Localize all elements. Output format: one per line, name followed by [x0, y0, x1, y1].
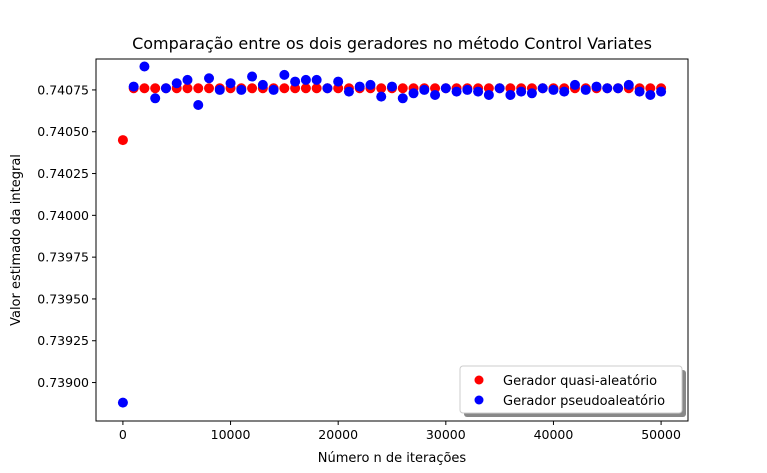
- data-point: [397, 83, 408, 94]
- data-point: [311, 74, 322, 85]
- x-axis: 0 10000 20000 30000 40000 50000: [119, 421, 681, 442]
- y-axis-label: Valor estimado da integral: [9, 154, 24, 326]
- x-tick-label: 20000: [318, 427, 358, 442]
- data-point: [333, 76, 344, 87]
- data-point: [613, 83, 624, 94]
- data-point: [569, 79, 580, 90]
- data-point: [634, 86, 645, 97]
- data-point: [580, 84, 591, 95]
- data-point: [440, 83, 451, 94]
- data-point: [117, 397, 128, 408]
- x-tick-label: 0: [119, 427, 127, 442]
- data-point: [268, 84, 279, 95]
- data-point: [311, 83, 322, 94]
- data-point: [236, 84, 247, 95]
- y-tick-label: 0.74050: [37, 124, 89, 139]
- legend-label-quasi: Gerador quasi-aleatório: [503, 374, 657, 389]
- legend-marker-pseudo: [474, 395, 484, 405]
- x-tick-label: 40000: [534, 427, 574, 442]
- data-point: [290, 76, 301, 87]
- legend-box: [459, 365, 683, 414]
- data-point: [257, 79, 268, 90]
- axes-frame: [95, 58, 689, 422]
- data-point: [150, 83, 161, 94]
- data-point: [279, 83, 290, 94]
- legend-marker-quasi: [474, 375, 484, 385]
- data-point: [193, 83, 204, 94]
- data-point: [505, 89, 516, 100]
- data-point: [204, 73, 215, 84]
- data-point: [473, 86, 484, 97]
- data-point: [128, 81, 139, 92]
- data-point: [494, 83, 505, 94]
- data-point: [516, 86, 527, 97]
- x-tick-label: 10000: [211, 427, 251, 442]
- y-tick-label: 0.73925: [37, 333, 89, 348]
- data-point: [376, 83, 387, 94]
- data-point: [387, 81, 397, 92]
- data-point: [548, 84, 559, 95]
- legend-label-pseudo: Gerador pseudoaleatório: [503, 394, 665, 409]
- x-axis-label: Número n de iterações: [318, 451, 467, 466]
- data-point: [279, 69, 290, 80]
- data-point: [354, 81, 365, 92]
- data-point: [182, 83, 193, 94]
- y-tick-label: 0.74075: [37, 82, 89, 97]
- data-point: [451, 86, 462, 97]
- data-point: [225, 78, 236, 89]
- data-point: [214, 84, 225, 95]
- chart-title: Comparação entre os dois geradores no mé…: [132, 34, 652, 53]
- data-point: [397, 93, 408, 104]
- data-point: [139, 61, 150, 72]
- data-point: [182, 74, 193, 85]
- data-point: [247, 83, 258, 94]
- data-point: [171, 78, 182, 89]
- data-point: [462, 84, 473, 95]
- data-point: [591, 81, 602, 92]
- plot-area: [117, 61, 667, 408]
- data-point: [365, 79, 376, 90]
- data-point: [247, 71, 258, 82]
- y-tick-label: 0.73950: [37, 291, 89, 306]
- data-point: [623, 79, 634, 90]
- data-point: [645, 89, 656, 100]
- data-point: [376, 91, 387, 102]
- data-point: [430, 89, 441, 100]
- y-tick-label: 0.74000: [37, 208, 89, 223]
- data-point: [483, 89, 494, 100]
- data-point: [656, 86, 667, 97]
- legend: Gerador quasi-aleatório Gerador pseudoal…: [459, 365, 686, 417]
- data-point: [559, 86, 570, 97]
- data-point: [537, 83, 548, 94]
- y-axis: 0.73900 0.73925 0.73950 0.73975 0.74000 0.740…: [37, 82, 96, 390]
- data-point: [139, 83, 150, 94]
- data-point: [343, 86, 354, 97]
- y-tick-label: 0.73900: [37, 375, 89, 390]
- x-tick-label: 30000: [426, 427, 466, 442]
- data-point: [160, 83, 171, 94]
- data-point: [150, 93, 161, 104]
- data-point: [526, 88, 537, 99]
- data-point: [419, 84, 430, 95]
- data-point: [300, 74, 311, 85]
- series-pseudo: [117, 61, 667, 408]
- data-point: [602, 83, 613, 94]
- y-tick-label: 0.73975: [37, 250, 89, 265]
- data-point: [117, 135, 128, 146]
- data-point: [322, 83, 333, 94]
- y-tick-label: 0.74025: [37, 166, 89, 181]
- x-tick-label: 50000: [641, 427, 681, 442]
- data-point: [408, 88, 419, 99]
- data-point: [204, 83, 215, 94]
- data-point: [193, 99, 204, 110]
- data-point: [300, 83, 311, 94]
